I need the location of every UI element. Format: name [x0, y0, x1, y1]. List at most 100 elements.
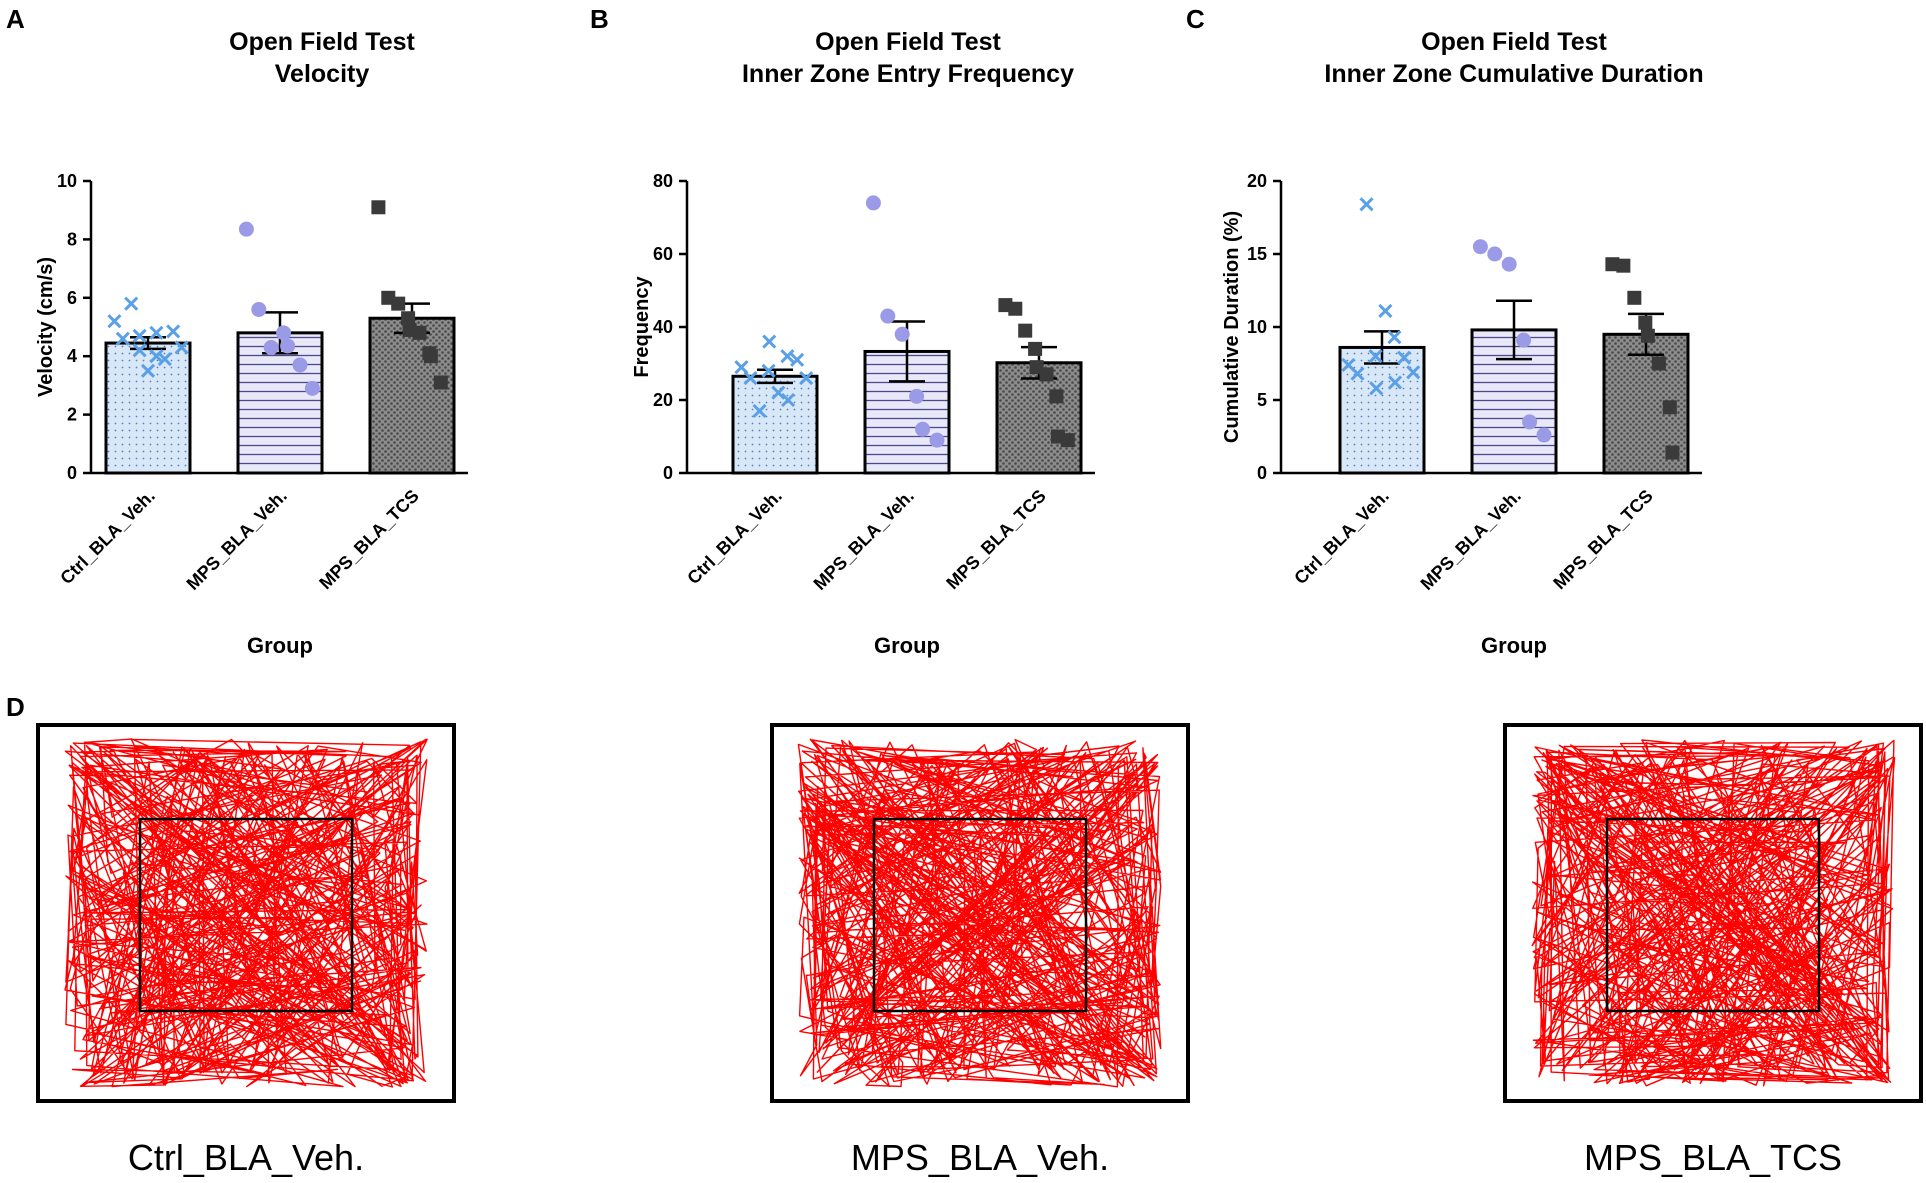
x-axis-label: Group: [1481, 633, 1547, 658]
cross-stroke: [1378, 303, 1393, 319]
data-point-cross: [149, 325, 164, 340]
arena-inner-zone: [872, 817, 1088, 1013]
cross-stroke: [1406, 365, 1421, 380]
cross-stroke: [124, 296, 139, 311]
data-point-circle: [929, 432, 945, 448]
data-point-cross: [140, 363, 156, 378]
data-point-square: [1605, 257, 1620, 272]
data-point-square: [412, 325, 427, 340]
data-point-cross: [780, 349, 795, 364]
cross-stroke: [166, 324, 181, 339]
arena-panel: MPS_BLA_Veh.: [770, 723, 1190, 1178]
cross-stroke: [174, 340, 189, 355]
data-point-cross: [799, 371, 814, 386]
cross-stroke: [107, 314, 122, 329]
data-point-circle: [276, 325, 292, 341]
data-point-circle: [1536, 427, 1552, 443]
cross-stroke: [132, 343, 147, 358]
movement-track: [64, 738, 428, 1088]
cross-stroke: [1341, 357, 1356, 373]
data-point-cross: [1387, 330, 1402, 345]
data-point-cross: [149, 349, 164, 364]
data-point-cross: [166, 324, 181, 339]
data-point-cross: [124, 296, 139, 311]
y-tick-label: 0: [1257, 463, 1267, 483]
y-axis-label: Cumulative Duration (%): [1221, 211, 1243, 443]
data-point-circle: [1522, 414, 1538, 430]
data-point-circle: [263, 339, 279, 355]
cross-stroke: [780, 349, 795, 364]
x-axis-label: Group: [874, 633, 940, 658]
chart-title: Open Field Test: [229, 28, 415, 56]
data-point-circle: [292, 357, 308, 373]
y-tick-label: 80: [653, 171, 673, 191]
data-point-circle: [280, 338, 296, 354]
data-point-square: [1638, 315, 1653, 330]
data-point-cross: [157, 352, 172, 367]
cross-stroke: [1359, 197, 1374, 212]
y-tick-label: 2: [67, 405, 77, 425]
data-point-square: [423, 349, 438, 364]
cross-stroke: [140, 363, 156, 378]
y-tick-label: 15: [1247, 244, 1267, 264]
panel-letter: C: [1186, 4, 1205, 34]
category-label: MPS_BLA_Veh.: [810, 486, 918, 594]
chart-panel-c: C Open Field Test Inner Zone Cumulative Du…: [1186, 4, 1704, 658]
cross-stroke: [781, 392, 796, 408]
data-point-cross: [1406, 365, 1421, 380]
cross-stroke: [743, 371, 758, 386]
arena-inner-zone: [138, 817, 354, 1013]
data-point-cross: [107, 314, 122, 329]
arena-group-label: Ctrl_BLA_Veh.: [128, 1137, 364, 1178]
arena-panel: MPS_BLA_TCS: [1503, 723, 1923, 1178]
data-point-cross: [1397, 350, 1412, 365]
cross-stroke: [790, 352, 805, 367]
category-label: MPS_BLA_Veh.: [1417, 486, 1525, 594]
data-point-cross: [1359, 197, 1374, 212]
data-point-cross: [174, 340, 189, 355]
y-tick-label: 4: [67, 346, 77, 366]
data-point-cross: [790, 352, 805, 367]
y-tick-label: 0: [67, 463, 77, 483]
cross-stroke: [1368, 349, 1383, 364]
data-point-square: [1018, 323, 1033, 338]
category-label: MPS_BLA_TCS: [315, 486, 423, 594]
chart-title: Inner Zone Entry Frequency: [742, 60, 1074, 88]
data-point-square: [371, 200, 386, 215]
data-point-cross: [762, 334, 777, 349]
data-point-square: [391, 296, 406, 311]
chart-title: Velocity: [275, 60, 370, 88]
arena-tracks-row: Ctrl_BLA_Veh. MPS_BLA_Veh. MPS_BLA_TCS: [36, 723, 1923, 1178]
data-point-square: [1662, 400, 1677, 415]
y-tick-label: 60: [653, 244, 673, 264]
y-tick-label: 20: [1247, 171, 1267, 191]
cross-stroke: [149, 325, 164, 340]
data-point-cross: [1350, 366, 1365, 381]
cross-stroke: [1369, 381, 1384, 396]
data-point-circle: [865, 195, 881, 211]
data-point-circle: [894, 326, 910, 342]
data-point-square: [1651, 356, 1666, 371]
data-point-square: [1039, 367, 1054, 382]
y-tick-label: 10: [57, 171, 77, 191]
cross-stroke: [734, 360, 749, 375]
panel-letter: B: [590, 4, 609, 34]
cross-stroke: [771, 385, 786, 400]
cross-stroke: [762, 334, 777, 349]
y-axis-label: Frequency: [631, 276, 653, 378]
data-point-square: [1665, 445, 1680, 460]
x-axis-label: Group: [247, 633, 313, 658]
data-point-square: [1060, 433, 1075, 448]
y-tick-label: 8: [67, 229, 77, 249]
y-tick-label: 6: [67, 288, 77, 308]
data-point-cross: [743, 371, 758, 386]
data-point-cross: [1368, 349, 1383, 364]
data-point-square: [1627, 290, 1642, 305]
category-label: Ctrl_BLA_Veh.: [56, 486, 159, 589]
data-point-circle: [1516, 332, 1532, 348]
data-point-circle: [880, 308, 896, 324]
arena-group-label: MPS_BLA_TCS: [1584, 1137, 1842, 1178]
category-label: MPS_BLA_TCS: [942, 486, 1050, 594]
category-label: MPS_BLA_TCS: [1549, 486, 1657, 594]
data-point-circle: [1472, 239, 1488, 255]
